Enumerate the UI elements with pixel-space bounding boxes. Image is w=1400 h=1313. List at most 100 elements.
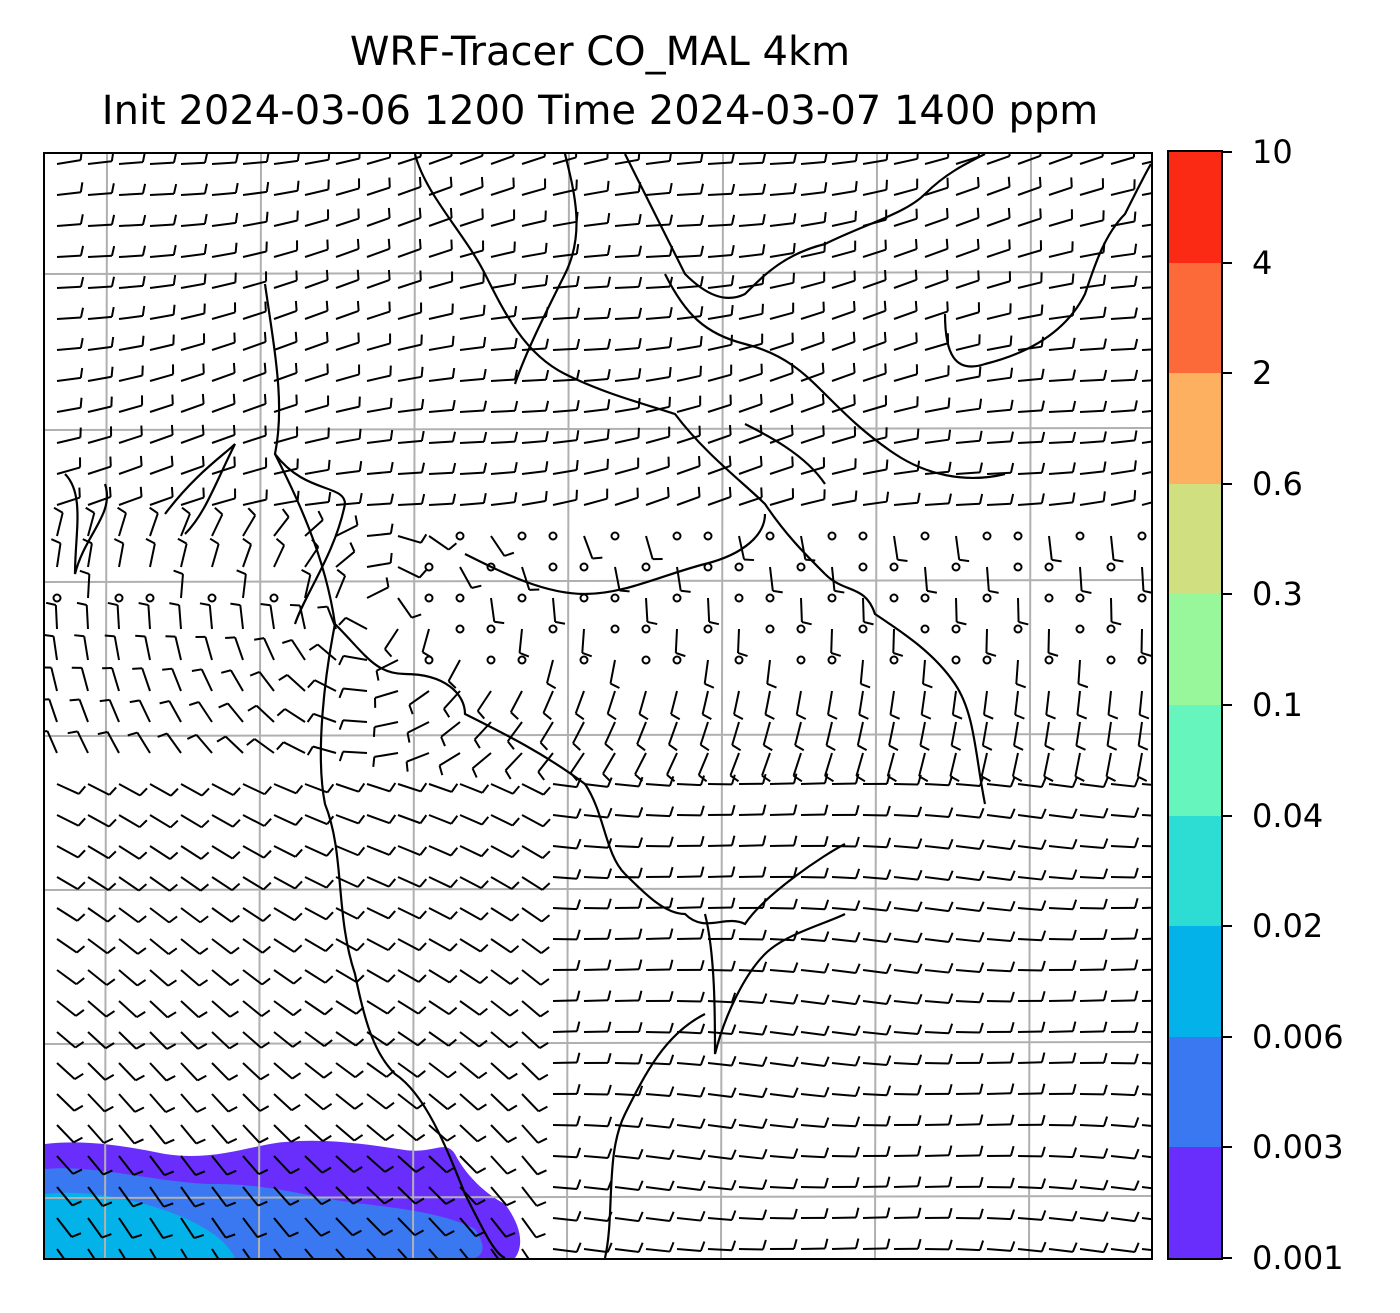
colorbar-tick xyxy=(1223,814,1232,817)
wind-barb xyxy=(1079,1211,1109,1222)
wind-barb xyxy=(428,271,454,289)
wind-barb xyxy=(428,154,453,165)
wind-barb xyxy=(986,1083,1015,1095)
wind-barb xyxy=(955,1145,984,1157)
wind-barb xyxy=(304,845,335,857)
wind-barb xyxy=(45,698,58,723)
wind-barb xyxy=(552,869,582,880)
wind-barb xyxy=(366,907,396,920)
wind-barb xyxy=(614,1117,644,1128)
wind-barb xyxy=(738,866,767,878)
wind-barb xyxy=(862,154,889,165)
wind-barb xyxy=(273,537,286,568)
wind-barb xyxy=(676,1149,706,1161)
wind-barb xyxy=(862,837,892,849)
wind-barb xyxy=(521,338,550,351)
wind-barb xyxy=(428,1155,456,1174)
wind-barb xyxy=(1017,240,1043,258)
coastline xyxy=(64,473,108,575)
colorbar-segment xyxy=(1169,151,1221,263)
wind-barb xyxy=(645,245,674,258)
wind-barb xyxy=(149,274,177,289)
wind-barb xyxy=(335,515,359,537)
wind-barb xyxy=(800,425,825,444)
wind-barb xyxy=(769,363,794,382)
wind-barb xyxy=(738,455,763,475)
wind-barb xyxy=(304,1093,333,1111)
calm-wind-marker xyxy=(951,655,961,665)
wind-barb xyxy=(800,994,830,1005)
wind-barb xyxy=(614,990,643,1002)
wind-barb xyxy=(459,876,489,889)
wind-barb xyxy=(986,870,1016,881)
wind-barb xyxy=(366,938,396,952)
wind-barb xyxy=(1079,990,1108,1002)
wind-barb xyxy=(211,488,237,506)
wind-barb xyxy=(1017,1114,1046,1126)
wind-barb xyxy=(552,400,580,413)
wind-barb xyxy=(56,367,84,382)
wind-barb xyxy=(614,867,643,879)
colorbar-tick-label: 0.3 xyxy=(1252,575,1303,614)
wind-barb xyxy=(738,993,768,1004)
wind-barb xyxy=(242,362,267,382)
wind-barb xyxy=(118,1186,143,1208)
calm-wind-marker xyxy=(889,655,899,665)
wind-barb xyxy=(955,462,983,475)
gridline-lon xyxy=(258,154,262,1258)
gridline-lon xyxy=(104,154,108,1258)
wind-barb xyxy=(707,245,735,258)
wind-barb xyxy=(738,1148,768,1160)
wind-barb xyxy=(335,938,365,952)
wind-barb xyxy=(242,1186,268,1207)
wind-barb xyxy=(211,302,237,320)
wind-barb xyxy=(645,366,672,382)
wind-barb xyxy=(1017,208,1042,227)
wind-barb xyxy=(56,1031,85,1049)
wind-barb xyxy=(769,898,798,910)
wind-barb xyxy=(281,638,306,661)
wind-barb xyxy=(893,774,922,786)
wind-barb xyxy=(1110,1242,1140,1254)
wind-barb xyxy=(211,1155,237,1176)
calm-wind-marker xyxy=(114,593,124,603)
wind-barb xyxy=(397,366,424,382)
wind-barb xyxy=(1110,460,1137,475)
wind-barb xyxy=(118,305,146,320)
wind-barb xyxy=(366,1217,394,1236)
calm-wind-marker xyxy=(1044,562,1054,572)
calm-wind-marker xyxy=(486,624,496,634)
wind-barb xyxy=(955,1114,984,1126)
wind-barb xyxy=(738,487,763,506)
wind-barb xyxy=(335,969,365,984)
wind-barb xyxy=(1079,1179,1109,1191)
wind-barb xyxy=(924,333,950,351)
wind-barb xyxy=(87,938,116,955)
wind-barb xyxy=(762,721,773,752)
wind-barb xyxy=(242,154,270,165)
wind-barb xyxy=(707,804,736,816)
wind-barb xyxy=(583,1084,612,1096)
wind-barb xyxy=(986,176,1011,196)
wind-barb xyxy=(738,183,767,196)
wind-barb xyxy=(922,659,933,689)
wind-barb xyxy=(118,275,146,289)
wind-barb xyxy=(955,870,985,882)
wind-barb xyxy=(552,154,578,165)
wind-barb xyxy=(428,239,453,258)
wind-barb xyxy=(707,1118,737,1130)
wind-barb xyxy=(572,721,585,751)
wind-barb xyxy=(521,1248,530,1258)
wind-barb xyxy=(149,907,178,924)
wind-barb xyxy=(366,782,397,793)
wind-barb xyxy=(893,154,919,165)
wind-barb xyxy=(459,566,482,589)
wind-barb xyxy=(645,1211,675,1222)
wind-barb xyxy=(273,210,299,227)
wind-barb xyxy=(1141,1217,1151,1221)
wind-barb xyxy=(862,1055,892,1066)
wind-barb xyxy=(769,302,795,320)
calm-wind-marker xyxy=(269,593,279,603)
wind-barb xyxy=(521,938,550,955)
wind-barb xyxy=(459,1155,487,1174)
